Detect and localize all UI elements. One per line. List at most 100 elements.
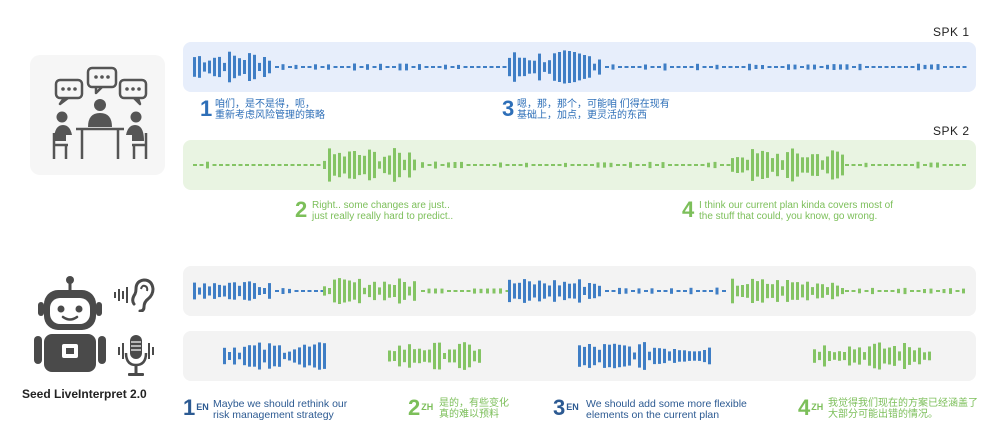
spk2-waveform-bar bbox=[731, 158, 734, 172]
spk1-waveform-bar bbox=[320, 66, 325, 68]
spk1-waveform-bar bbox=[523, 57, 526, 77]
translation-waveform-bar bbox=[458, 343, 461, 369]
spk2-waveform-bar bbox=[841, 154, 844, 176]
spk2-waveform-bar bbox=[564, 162, 567, 168]
translation-waveform-bar bbox=[858, 347, 861, 365]
spk2-waveform-band bbox=[183, 140, 976, 190]
mixed-waveform-bar bbox=[871, 287, 874, 295]
spk1-waveform-bar bbox=[722, 66, 726, 68]
spk1-waveform-bar bbox=[372, 66, 377, 68]
spk1-waveform-bar bbox=[715, 64, 719, 70]
translation-waveform-bar bbox=[658, 348, 661, 364]
translation-waveform-bar bbox=[583, 346, 586, 366]
translation-waveform-bar bbox=[813, 349, 816, 363]
translation-waveform-bar bbox=[273, 345, 276, 367]
spk1-waveform-bar bbox=[502, 66, 507, 68]
mixed-waveform-bar bbox=[611, 290, 616, 292]
spk1-waveform-bar bbox=[787, 64, 790, 70]
mixed-waveform-bar bbox=[358, 278, 361, 304]
spk2-waveform-bar bbox=[378, 161, 381, 169]
ear-sound-icon bbox=[112, 276, 156, 313]
translation-waveform-bar bbox=[883, 348, 886, 364]
spk1-waveform-bar bbox=[657, 66, 661, 68]
mixed-waveform-bar bbox=[486, 288, 489, 294]
translation-waveform-bar bbox=[688, 351, 691, 361]
spk1-waveform-bar bbox=[774, 66, 778, 68]
translation-waveform-bar bbox=[233, 347, 236, 365]
spk2-waveform-bar bbox=[816, 154, 819, 176]
spk1-caption-1-line2: 重新考虑风险管理的策略 bbox=[215, 110, 325, 121]
mixed-waveform-bar bbox=[890, 290, 895, 292]
spk1-waveform-bar bbox=[513, 52, 516, 82]
translation-waveform-bar bbox=[683, 350, 686, 362]
spk2-caption-4-line2: the stuff that could, you know, go wrong… bbox=[699, 211, 878, 222]
translation-waveform-bar bbox=[318, 342, 321, 370]
spk2-waveform-bar bbox=[388, 155, 391, 175]
spk2-waveform-bar bbox=[421, 162, 424, 168]
translation-waveform-bar bbox=[308, 346, 311, 366]
spk1-waveform-bar bbox=[359, 66, 364, 68]
mixed-waveform-bar bbox=[568, 283, 571, 299]
spk1-caption-1-line1: 咱们，是不是得，呃， bbox=[215, 99, 315, 110]
translation-1-lang: EN bbox=[196, 402, 209, 412]
translation-waveform-bar bbox=[898, 351, 901, 361]
translation-waveform-bar bbox=[888, 347, 891, 365]
translation-waveform-bar bbox=[443, 353, 446, 359]
spk1-waveform-bar bbox=[307, 66, 312, 68]
translation-waveform-bar bbox=[633, 352, 636, 360]
meeting-people-icon bbox=[30, 55, 165, 175]
spk2-waveform-bar bbox=[343, 156, 346, 174]
translation-waveform-bar bbox=[438, 342, 441, 370]
spk1-waveform-bar bbox=[314, 64, 317, 70]
translation-waveform-bar bbox=[618, 344, 621, 368]
mixed-waveform-bar bbox=[288, 288, 291, 294]
mixed-waveform-bar bbox=[731, 278, 734, 304]
translation-waveform-bar bbox=[313, 344, 316, 368]
spk1-waveform-bar bbox=[218, 56, 221, 78]
spk2-waveform-bar bbox=[245, 164, 249, 166]
translation-4-lang: ZH bbox=[811, 402, 824, 412]
translation-waveform-bar bbox=[913, 350, 916, 362]
mixed-waveform-bar bbox=[338, 278, 341, 304]
translation-waveform-bar bbox=[578, 345, 581, 367]
translation-3-line1: We should add some more flexible bbox=[586, 398, 747, 410]
spk1-waveform-bar bbox=[897, 66, 902, 68]
spk2-waveform-bar bbox=[791, 148, 794, 182]
translation-waveform-bar bbox=[848, 346, 851, 366]
spk1-waveform-bar bbox=[593, 63, 596, 71]
mixed-waveform-bar bbox=[663, 290, 668, 292]
spk2-waveform-bar bbox=[801, 157, 804, 173]
spk2-caption-2-line1: Right.. some changes are just.. bbox=[312, 200, 450, 211]
translation-waveform-bar bbox=[428, 349, 431, 363]
spk1-waveform-bar bbox=[253, 54, 256, 80]
spk2-waveform-bar bbox=[826, 156, 829, 174]
mixed-waveform-bar bbox=[328, 288, 331, 295]
spk2-waveform-bar bbox=[353, 151, 356, 179]
spk1-waveform-bar bbox=[949, 66, 954, 68]
translation-waveform-bar bbox=[608, 344, 611, 368]
spk1-caption-3-line1: 嗯，那，那个，可能咱 们得在现有 bbox=[517, 99, 670, 110]
spk2-waveform-bar bbox=[871, 164, 875, 166]
spk1-waveform-bar bbox=[644, 64, 647, 70]
translation-waveform-bar bbox=[418, 348, 421, 364]
spk1-waveform-bar bbox=[379, 63, 382, 71]
mixed-waveform-bar bbox=[709, 290, 713, 292]
spk1-waveform-bar bbox=[588, 56, 591, 78]
mixed-waveform-bar bbox=[314, 290, 318, 292]
translation-waveform-bar bbox=[238, 352, 241, 360]
spk2-waveform-bar bbox=[590, 164, 594, 166]
spk1-waveform-bar bbox=[832, 64, 836, 70]
spk2-waveform-bar bbox=[756, 153, 759, 177]
mixed-waveform-bar bbox=[650, 288, 654, 294]
spk2-waveform-bar bbox=[726, 164, 731, 166]
spk2-waveform-bar bbox=[238, 164, 243, 166]
spk1-waveform-bar bbox=[813, 64, 816, 70]
spk2-waveform-bar bbox=[557, 164, 562, 166]
translation-waveform-bar bbox=[248, 345, 251, 367]
mixed-waveform-bar bbox=[836, 285, 839, 297]
spk1-waveform-bar bbox=[806, 64, 810, 70]
mixed-waveform-bar bbox=[801, 284, 804, 298]
spk2-waveform-bar bbox=[694, 164, 698, 166]
spk1-waveform-bar bbox=[198, 56, 201, 78]
mixed-waveform-bar bbox=[223, 285, 226, 297]
